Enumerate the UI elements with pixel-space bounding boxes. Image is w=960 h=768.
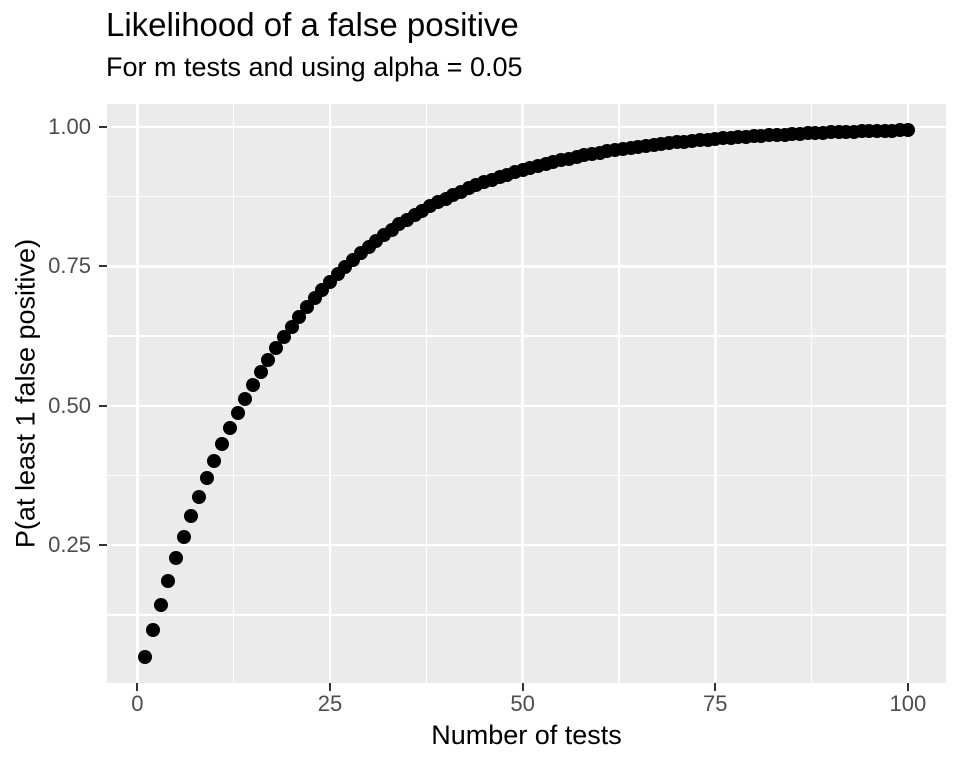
data-point <box>176 529 191 544</box>
data-point <box>261 353 276 368</box>
y-major-gridline <box>107 125 946 129</box>
x-tick-label: 75 <box>703 691 728 716</box>
x-axis-title: Number of tests <box>431 720 622 750</box>
data-point <box>145 623 160 638</box>
y-tick-mark <box>99 265 107 268</box>
x-tick-mark <box>329 683 332 691</box>
x-tick-mark <box>521 683 524 691</box>
plot-subtitle: For m tests and using alpha = 0.05 <box>106 52 523 82</box>
y-axis-title: P(at least 1 false positive) <box>10 238 41 549</box>
data-point <box>269 341 284 356</box>
x-minor-gridline <box>618 104 620 683</box>
data-point <box>199 471 214 486</box>
data-point <box>192 489 207 504</box>
x-tick-label: 0 <box>131 691 144 716</box>
y-minor-gridline <box>107 196 946 198</box>
data-point <box>168 551 183 566</box>
data-point <box>138 649 153 664</box>
data-point <box>276 330 291 345</box>
x-major-gridline <box>714 104 717 683</box>
data-point <box>230 406 245 421</box>
x-tick-mark <box>906 683 909 691</box>
x-tick-mark <box>136 683 139 691</box>
x-major-gridline <box>906 104 910 683</box>
data-point <box>245 378 260 393</box>
data-point <box>184 509 199 524</box>
x-tick-label: 25 <box>317 691 343 716</box>
y-tick-mark <box>99 544 107 547</box>
x-minor-gridline <box>233 104 235 683</box>
data-point <box>207 453 222 468</box>
y-major-gridline <box>107 404 946 408</box>
y-minor-gridline <box>107 614 946 616</box>
data-point <box>292 309 307 324</box>
y-tick-label: 0.75 <box>48 253 91 279</box>
data-point <box>161 574 176 589</box>
data-point <box>153 598 168 613</box>
y-tick-label: 0.50 <box>48 392 91 418</box>
data-point <box>284 319 299 334</box>
x-tick-label: 100 <box>889 691 927 716</box>
x-tick-label: 50 <box>510 691 535 716</box>
y-tick-label: 1.00 <box>48 113 91 139</box>
y-tick-label: 0.25 <box>48 532 91 558</box>
x-minor-gridline <box>810 104 813 683</box>
data-point <box>238 391 253 406</box>
data-point <box>222 421 237 436</box>
plot-title: Likelihood of a false positive <box>106 6 519 43</box>
y-minor-gridline <box>107 335 946 337</box>
plot-panel <box>107 104 946 683</box>
data-point <box>253 365 268 380</box>
x-major-gridline <box>521 104 524 683</box>
x-major-gridline <box>136 104 139 683</box>
x-tick-mark <box>714 683 717 691</box>
y-tick-mark <box>99 404 107 407</box>
y-major-gridline <box>107 543 946 547</box>
x-major-gridline <box>328 104 332 683</box>
data-point <box>215 437 230 452</box>
data-point <box>900 123 915 138</box>
y-tick-mark <box>99 125 107 128</box>
x-minor-gridline <box>425 104 427 683</box>
y-major-gridline <box>107 265 946 268</box>
y-minor-gridline <box>107 474 946 477</box>
